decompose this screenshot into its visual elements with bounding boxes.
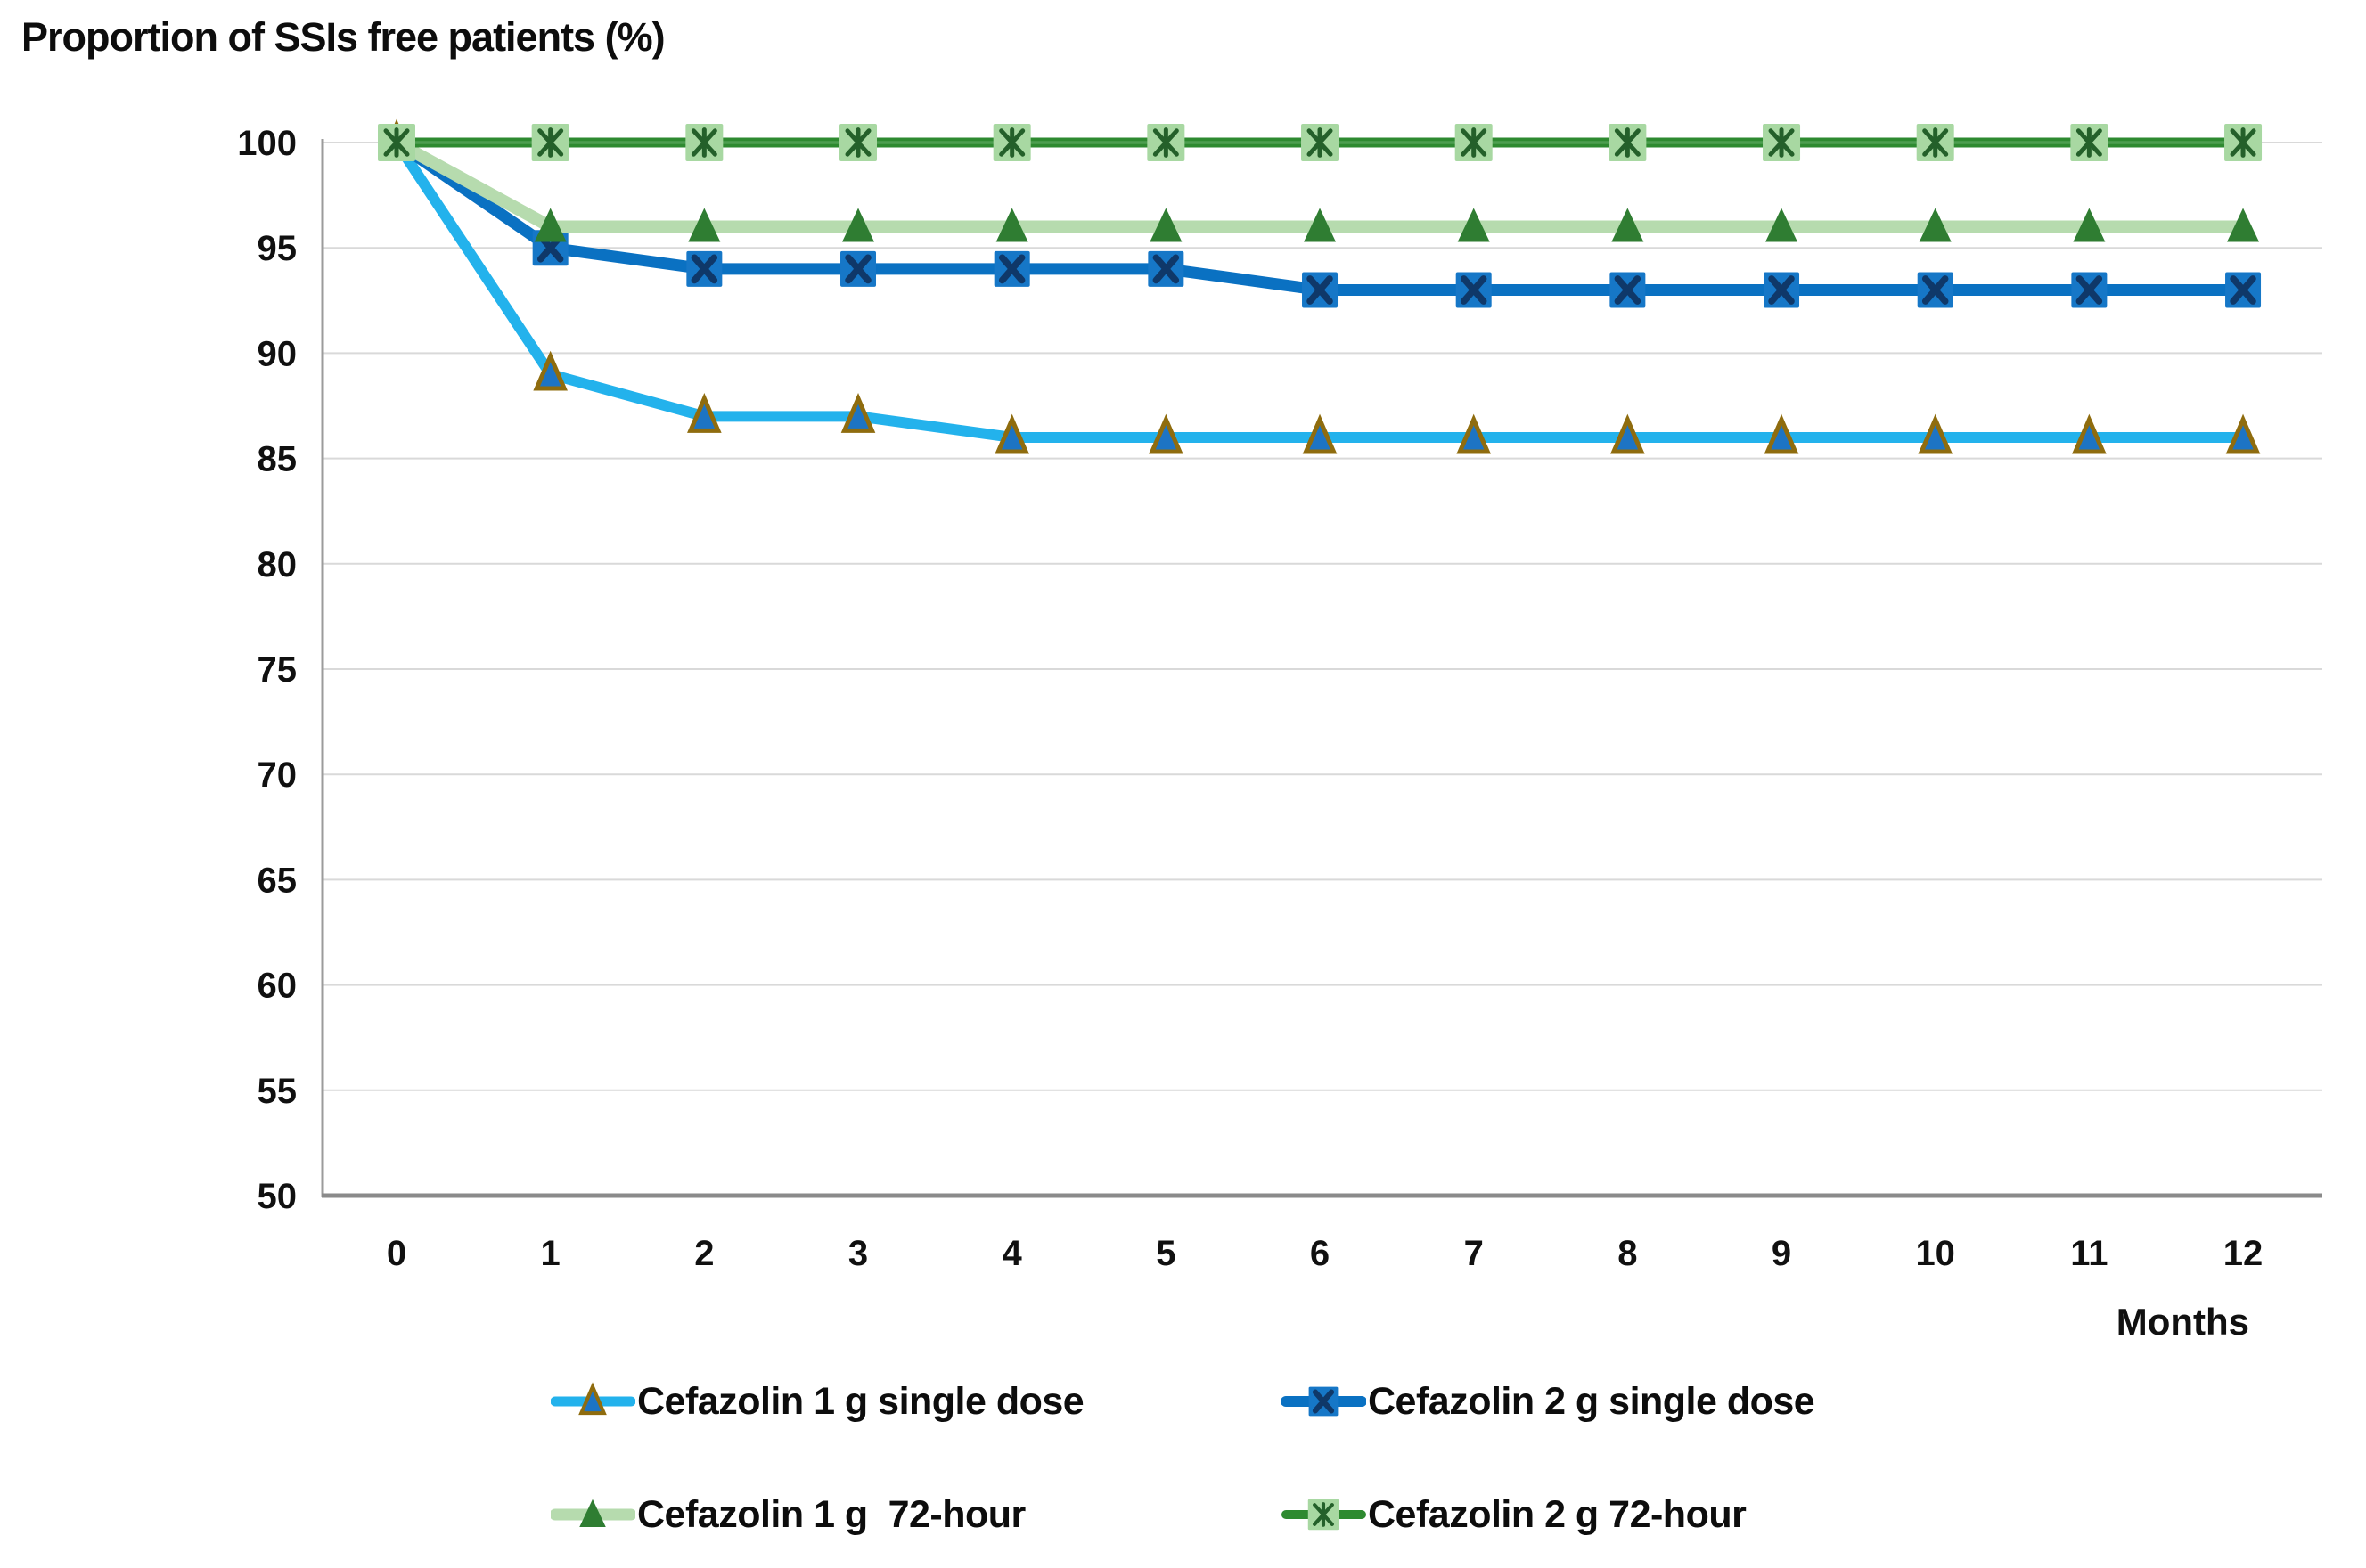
y-axis-tick-label: 80 <box>258 545 298 584</box>
triangle-marker-icon <box>1765 208 1798 242</box>
chart-title: Proportion of SSIs free patients (%) <box>21 14 666 60</box>
x-axis-tick-label: 7 <box>1464 1234 1484 1273</box>
y-axis-tick-label: 90 <box>258 334 298 373</box>
triangle-marker-icon <box>1764 413 1799 454</box>
x-axis-tick-label: 0 <box>387 1234 406 1273</box>
x-axis-tick-label: 9 <box>1772 1234 1791 1273</box>
triangle-marker-icon <box>1918 413 1953 454</box>
y-axis-tick-label: 60 <box>258 967 298 1006</box>
y-axis-tick-label: 70 <box>258 755 298 795</box>
triangle-marker-icon <box>995 208 1028 242</box>
triangle-marker-icon <box>2072 413 2107 454</box>
triangle-marker-icon <box>1919 208 1952 242</box>
y-axis-tick-label: 65 <box>258 861 298 900</box>
triangle-marker-icon <box>1149 413 1183 454</box>
triangle-marker-icon <box>534 208 567 242</box>
x-axis-tick-label: 6 <box>1310 1234 1330 1273</box>
triangle-marker-icon <box>1304 208 1337 242</box>
x-axis-tick-label: 10 <box>1915 1234 1955 1273</box>
y-axis-tick-label: 50 <box>258 1177 298 1216</box>
triangle-marker-icon <box>840 392 876 433</box>
x-axis-tick-label: 2 <box>694 1234 714 1273</box>
triangle-marker-icon <box>995 413 1029 454</box>
x-axis-tick-label: 11 <box>2070 1234 2108 1273</box>
y-axis-tick-label: 75 <box>258 650 298 690</box>
y-axis-tick-label: 55 <box>258 1072 298 1111</box>
x-axis-title: Months <box>2116 1301 2249 1343</box>
x-axis-tick-label: 5 <box>1156 1234 1175 1273</box>
triangle-marker-icon <box>533 350 568 391</box>
triangle-marker-icon <box>1456 413 1491 454</box>
x-axis-tick-label: 1 <box>541 1234 561 1273</box>
triangle-marker-icon <box>687 392 722 433</box>
triangle-marker-icon <box>688 208 721 242</box>
x-axis-tick-label: 3 <box>848 1234 868 1273</box>
x-axis-tick-label: 4 <box>1003 1234 1023 1273</box>
triangle-marker-icon <box>2227 208 2260 242</box>
triangle-marker-icon <box>1610 413 1645 454</box>
y-axis-tick-label: 85 <box>258 440 298 479</box>
x-axis-tick-label: 12 <box>2223 1234 2264 1273</box>
triangle-marker-icon <box>842 208 875 242</box>
triangle-marker-icon <box>2225 413 2261 454</box>
triangle-marker-icon <box>1611 208 1644 242</box>
triangle-marker-icon <box>1150 208 1183 242</box>
y-axis-tick-label: 95 <box>258 229 298 268</box>
y-axis-tick-label: 100 <box>237 124 297 163</box>
triangle-marker-icon <box>1457 208 1490 242</box>
x-axis-tick-label: 8 <box>1617 1234 1637 1273</box>
triangle-marker-icon <box>1302 413 1338 454</box>
triangle-marker-icon <box>2073 208 2106 242</box>
